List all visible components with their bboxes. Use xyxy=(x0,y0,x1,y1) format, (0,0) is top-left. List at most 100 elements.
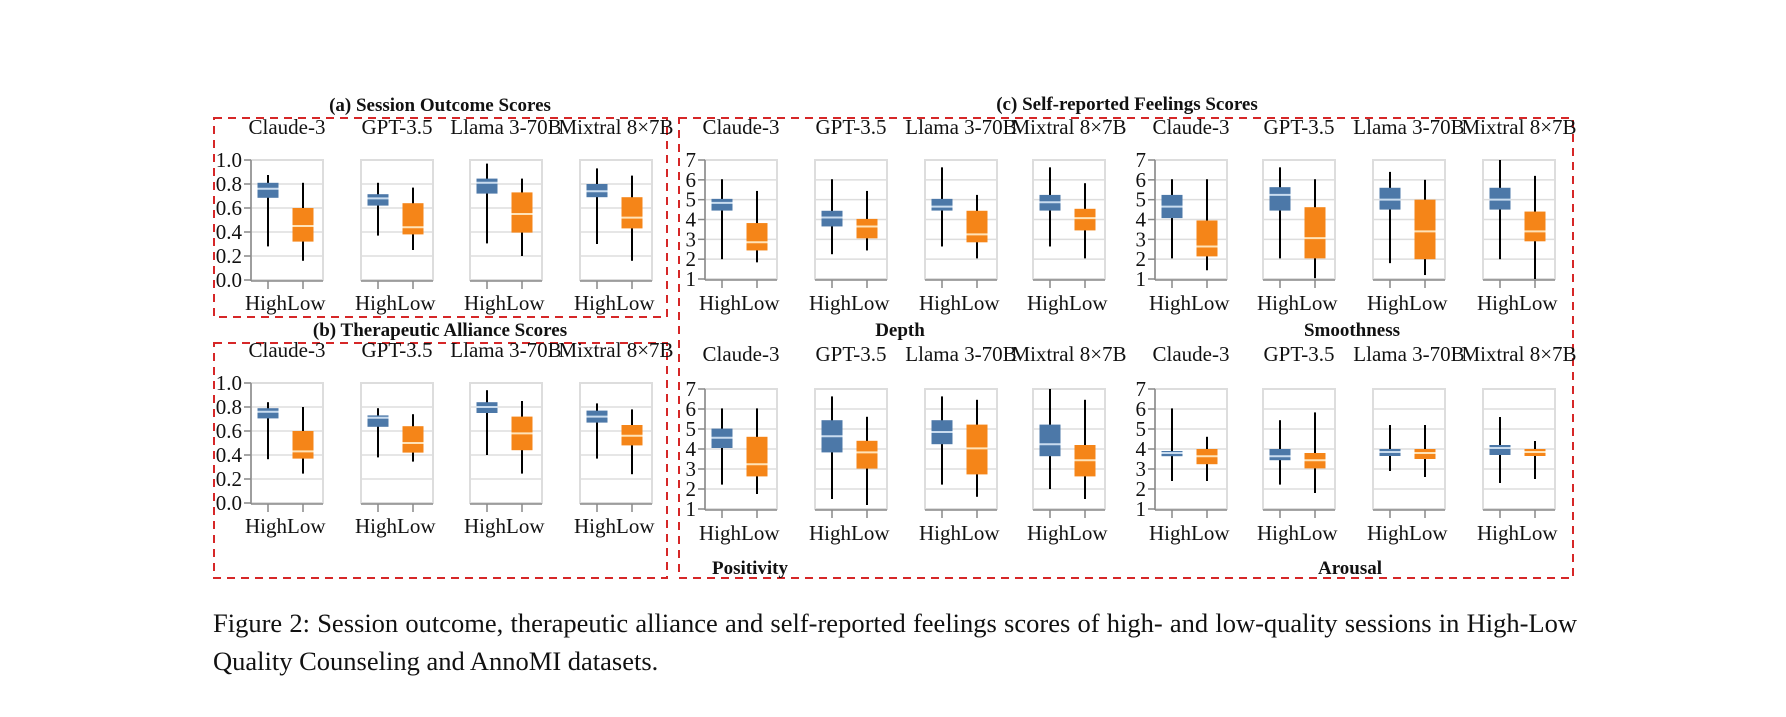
facet-model-label: GPT-3.5 xyxy=(816,115,887,139)
y-tick-label: 2 xyxy=(686,477,697,501)
iqr-box xyxy=(746,223,768,251)
x-tick-label-low: Low xyxy=(616,514,655,538)
facet-claude-3: Claude-3 High Low xyxy=(699,115,780,315)
x-tick-label-low: Low xyxy=(397,291,436,315)
iqr-box xyxy=(1074,208,1096,231)
y-tick-label: 7 xyxy=(1136,148,1147,172)
box-low xyxy=(1524,175,1546,279)
x-tick-label-high: High xyxy=(809,521,852,545)
facet-model-label: Claude-3 xyxy=(703,342,780,366)
box-low xyxy=(402,187,424,250)
iqr-box xyxy=(966,424,988,475)
facet-model-label: Llama 3-70B xyxy=(450,115,561,139)
box-low xyxy=(621,175,643,261)
iqr-box xyxy=(1304,207,1326,259)
facet-mixtral-8-7b: Mixtral 8×7B High Low xyxy=(558,115,673,315)
x-tick-label-high: High xyxy=(464,514,507,538)
x-tick-label-low: Low xyxy=(1069,291,1108,315)
x-tick-label-high: High xyxy=(919,291,962,315)
x-tick-label-high: High xyxy=(699,291,742,315)
box-low xyxy=(966,194,988,259)
y-tick-label: 0.6 xyxy=(216,196,242,220)
iqr-box xyxy=(1414,199,1436,260)
x-tick-label-high: High xyxy=(1477,291,1520,315)
box-high xyxy=(367,182,389,236)
box-high xyxy=(1269,167,1291,259)
box-low xyxy=(511,401,533,474)
y-tick-label: 4 xyxy=(1136,437,1147,461)
facet-gpt-3-5: GPT-3.5 High Low xyxy=(1257,342,1338,545)
x-tick-label-high: High xyxy=(919,521,962,545)
facet-model-label: Mixtral 8×7B xyxy=(558,115,673,139)
y-tick-label: 0.4 xyxy=(216,220,243,244)
facet-model-label: Llama 3-70B xyxy=(1353,342,1464,366)
x-tick-label-high: High xyxy=(1027,521,1070,545)
box-high xyxy=(1379,171,1401,264)
iqr-box xyxy=(821,210,843,227)
box-low xyxy=(856,416,878,505)
y-tick-label: 1 xyxy=(686,497,697,521)
box-low xyxy=(1196,179,1218,271)
x-tick-label-low: Low xyxy=(287,291,326,315)
y-tick-label: 0.8 xyxy=(216,395,242,419)
y-tick-label: 6 xyxy=(1136,168,1147,192)
y-tick-label: 1 xyxy=(1136,497,1147,521)
panel-a-border xyxy=(213,117,668,318)
y-tick-label: 7 xyxy=(686,377,697,401)
x-tick-label-low: Low xyxy=(1519,291,1558,315)
box-high xyxy=(1489,160,1511,260)
facet-gpt-3-5: GPT-3.5 High Low xyxy=(355,115,436,315)
box-high xyxy=(931,167,953,247)
x-tick-label-low: Low xyxy=(851,291,890,315)
y-tick-label: 3 xyxy=(686,227,697,251)
facet-model-label: Llama 3-70B xyxy=(450,338,561,362)
x-tick-label-high: High xyxy=(1149,291,1192,315)
facet-model-label: Claude-3 xyxy=(1153,342,1230,366)
panel-c-title: (c) Self-reported Feelings Scores xyxy=(996,94,1258,115)
y-tick-label: 5 xyxy=(686,188,697,212)
iqr-box xyxy=(931,198,953,211)
iqr-box xyxy=(856,440,878,469)
box-high xyxy=(586,168,608,244)
iqr-box xyxy=(1269,449,1291,461)
iqr-box xyxy=(476,178,498,194)
y-tick-label: 2 xyxy=(1136,247,1147,271)
facet-model-label: Llama 3-70B xyxy=(905,115,1016,139)
facet-mixtral-8-7b: Mixtral 8×7B High Low xyxy=(1461,342,1576,545)
box-high xyxy=(711,179,733,260)
x-tick-label-high: High xyxy=(809,291,852,315)
panel-c-border xyxy=(678,117,1574,579)
x-tick-label-low: Low xyxy=(1409,291,1448,315)
facet-mixtral-8-7b: Mixtral 8×7B High Low xyxy=(558,338,673,538)
box-low xyxy=(966,399,988,497)
facet-gpt-3-5: GPT-3.5 High Low xyxy=(809,342,890,545)
box-high xyxy=(367,408,389,458)
x-tick-label-low: Low xyxy=(1409,521,1448,545)
y-tick-label: 1.0 xyxy=(216,371,242,395)
y-tick-label: 0.6 xyxy=(216,419,242,443)
box-high xyxy=(1269,420,1291,485)
facet-model-label: GPT-3.5 xyxy=(362,338,433,362)
facet-model-label: Mixtral 8×7B xyxy=(1011,115,1126,139)
x-tick-label-high: High xyxy=(1257,521,1300,545)
figure-caption: Figure 2: Session outcome, therapeutic a… xyxy=(213,608,1577,676)
y-tick-label: 6 xyxy=(1136,397,1147,421)
box-low xyxy=(511,178,533,256)
iqr-box xyxy=(1489,445,1511,455)
facet-mixtral-8-7b: Mixtral 8×7B High Low xyxy=(1461,115,1576,315)
facet-claude-3: Claude-3 High Low xyxy=(245,338,326,538)
facet-mixtral-8-7b: Mixtral 8×7B High Low xyxy=(1011,342,1126,545)
box-low xyxy=(1524,441,1546,479)
x-tick-label-low: Low xyxy=(1069,521,1108,545)
facet-model-label: GPT-3.5 xyxy=(816,342,887,366)
y-tick-label: 0.8 xyxy=(216,172,242,196)
facet-mixtral-8-7b: Mixtral 8×7B High Low xyxy=(1011,115,1126,315)
facet-model-label: Claude-3 xyxy=(1153,115,1230,139)
facet-claude-3: Claude-3 High Low xyxy=(1149,115,1230,315)
iqr-box xyxy=(856,218,878,239)
x-tick-label-high: High xyxy=(245,514,288,538)
